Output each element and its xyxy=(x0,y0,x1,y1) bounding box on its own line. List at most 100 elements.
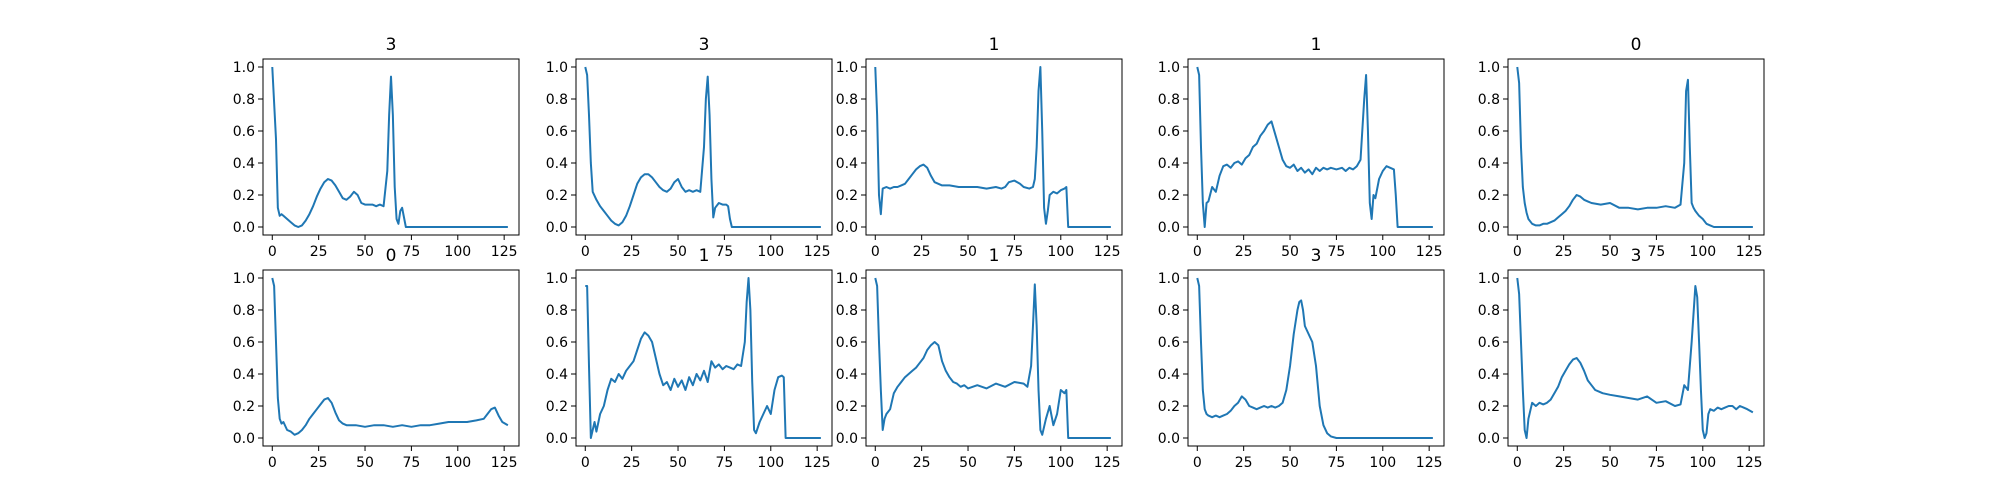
x-tick-label: 50 xyxy=(356,244,374,260)
x-tick-label: 100 xyxy=(444,244,471,260)
x-tick-label: 75 xyxy=(402,455,420,471)
y-tick-label: 0.4 xyxy=(836,367,858,383)
x-tick-label: 125 xyxy=(1416,455,1443,471)
y-tick-label: 0.0 xyxy=(1158,431,1180,447)
y-tick-label: 0.2 xyxy=(1158,188,1180,204)
y-tick-label: 1.0 xyxy=(836,60,858,76)
y-tick-label: 0.2 xyxy=(233,188,255,204)
x-tick-label: 25 xyxy=(1235,455,1253,471)
x-tick-label: 0 xyxy=(1513,455,1522,471)
y-tick-label: 1.0 xyxy=(546,271,568,287)
y-tick-label: 0.4 xyxy=(1478,156,1500,172)
y-tick-label: 0.8 xyxy=(546,303,568,319)
x-tick-label: 100 xyxy=(1047,455,1074,471)
y-tick-label: 0.4 xyxy=(1478,367,1500,383)
x-tick-label: 100 xyxy=(444,455,471,471)
y-tick-label: 0.2 xyxy=(546,399,568,415)
x-tick-label: 125 xyxy=(1736,244,1763,260)
y-tick-label: 0.6 xyxy=(1478,335,1500,351)
y-tick-label: 1.0 xyxy=(1478,271,1500,287)
y-tick-label: 0.2 xyxy=(1478,188,1500,204)
y-tick-label: 0.4 xyxy=(1158,156,1180,172)
subplot-title: 1 xyxy=(699,246,710,266)
y-tick-label: 0.0 xyxy=(836,431,858,447)
x-tick-label: 125 xyxy=(1094,455,1121,471)
series-line xyxy=(1516,277,1754,439)
series-line xyxy=(1196,66,1433,228)
x-tick-label: 25 xyxy=(310,244,328,260)
x-tick-label: 100 xyxy=(757,455,784,471)
x-tick-label: 25 xyxy=(1235,244,1253,260)
subplot-10: 3 0 25 50 75 100 125 0.0 0.2 0.4 0.6 0.8 1.0 xyxy=(1478,246,1765,471)
x-tick-label: 0 xyxy=(1193,244,1202,260)
x-tick-label: 100 xyxy=(1369,244,1396,260)
x-tick-label: 75 xyxy=(1005,455,1023,471)
x-tick-label: 0 xyxy=(871,455,880,471)
subplot-title: 1 xyxy=(989,246,1000,266)
x-tick-label: 0 xyxy=(1193,455,1202,471)
y-tick-label: 1.0 xyxy=(1158,60,1180,76)
y-tick-label: 1.0 xyxy=(1478,60,1500,76)
y-tick-label: 1.0 xyxy=(1158,271,1180,287)
y-tick-label: 0.2 xyxy=(1478,399,1500,415)
x-tick-label: 25 xyxy=(310,455,328,471)
y-tick-label: 0.0 xyxy=(836,220,858,236)
subplot-5: 0 0 25 50 75 100 125 0.0 0.2 0.4 0.6 0.8 1.0 xyxy=(1478,35,1765,260)
y-tick-label: 1.0 xyxy=(233,271,255,287)
subplot-title: 1 xyxy=(989,35,1000,55)
x-tick-label: 25 xyxy=(1555,455,1573,471)
y-tick-label: 0.0 xyxy=(1478,431,1500,447)
y-tick-label: 0.8 xyxy=(836,303,858,319)
x-tick-label: 50 xyxy=(669,244,687,260)
y-tick-label: 0.4 xyxy=(233,367,255,383)
x-tick-label: 25 xyxy=(913,455,931,471)
y-tick-label: 0.6 xyxy=(546,335,568,351)
y-tick-label: 0.2 xyxy=(836,399,858,415)
y-tick-label: 0.8 xyxy=(1478,92,1500,108)
y-tick-label: 0.2 xyxy=(836,188,858,204)
subplot-3: 1 0 25 50 75 100 125 0.0 0.2 0.4 0.6 0.8 1.0 xyxy=(836,35,1123,260)
y-tick-label: 0.0 xyxy=(233,220,255,236)
x-tick-label: 50 xyxy=(356,455,374,471)
y-tick-label: 0.6 xyxy=(836,335,858,351)
x-tick-label: 75 xyxy=(402,244,420,260)
x-tick-label: 50 xyxy=(669,455,687,471)
y-tick-label: 1.0 xyxy=(233,60,255,76)
y-tick-label: 1.0 xyxy=(836,271,858,287)
axes-frame xyxy=(1507,269,1765,447)
y-tick-label: 1.0 xyxy=(546,60,568,76)
x-tick-label: 25 xyxy=(623,244,641,260)
y-tick-label: 0.4 xyxy=(233,156,255,172)
series-line xyxy=(874,277,1111,439)
y-tick-label: 0.6 xyxy=(546,124,568,140)
y-tick-label: 0.8 xyxy=(1478,303,1500,319)
y-tick-label: 0.6 xyxy=(1158,124,1180,140)
x-tick-label: 50 xyxy=(1601,244,1619,260)
x-tick-label: 125 xyxy=(1094,244,1121,260)
y-tick-label: 0.8 xyxy=(836,92,858,108)
series-line xyxy=(584,66,821,228)
subplot-title: 0 xyxy=(386,246,397,266)
x-tick-label: 75 xyxy=(715,455,733,471)
x-tick-label: 75 xyxy=(1327,455,1345,471)
x-tick-label: 75 xyxy=(1327,244,1345,260)
y-tick-label: 0.8 xyxy=(233,303,255,319)
x-tick-label: 75 xyxy=(1005,244,1023,260)
x-tick-label: 100 xyxy=(1369,455,1396,471)
subplot-6: 0 0 25 50 75 100 125 0.0 0.2 0.4 0.6 0.8 1.0 xyxy=(233,246,520,471)
x-tick-label: 75 xyxy=(1647,244,1665,260)
series-line xyxy=(874,66,1111,228)
x-tick-label: 125 xyxy=(1416,244,1443,260)
x-tick-label: 100 xyxy=(1689,455,1716,471)
y-tick-label: 0.0 xyxy=(1158,220,1180,236)
subplot-title: 1 xyxy=(1311,35,1322,55)
subplot-1: 3 0 25 50 75 100 125 0.0 0.2 0.4 0.6 0.8 1.0 xyxy=(233,35,520,260)
x-tick-label: 0 xyxy=(1513,244,1522,260)
series-line xyxy=(1516,66,1753,228)
x-tick-label: 50 xyxy=(1281,244,1299,260)
x-tick-label: 25 xyxy=(1555,244,1573,260)
x-tick-label: 0 xyxy=(268,455,277,471)
y-tick-label: 0.8 xyxy=(1158,303,1180,319)
y-tick-label: 0.4 xyxy=(836,156,858,172)
x-tick-label: 50 xyxy=(1601,455,1619,471)
